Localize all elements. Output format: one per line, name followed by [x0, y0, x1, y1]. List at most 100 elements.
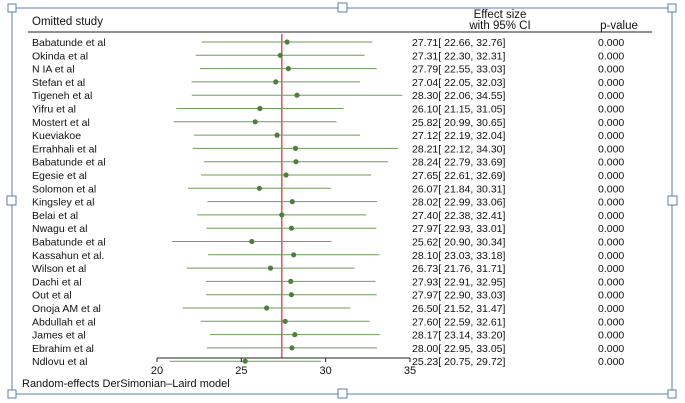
p-value: 0.000: [598, 197, 624, 209]
effect-size-value: 26.07[ 21.84, 30.31]: [412, 183, 505, 195]
effect-size-value: 27.71[ 22.66, 32.76]: [412, 37, 505, 49]
point-estimate: [288, 278, 294, 284]
study-label: Ndlovu et al: [32, 356, 87, 368]
study-row: Kueviakoe 27.12[ 22.19, 32.04] 0.000: [32, 130, 624, 142]
p-value: 0.000: [598, 143, 624, 155]
study-row: Kingsley et al 28.02[ 22.99, 33.06] 0.000: [32, 197, 624, 209]
effect-size-value: 28.24[ 22.79, 33.69]: [412, 157, 505, 169]
effect-size-value: 26.10[ 21.15, 31.05]: [412, 104, 505, 116]
effect-size-value: 25.62[ 20.90, 30.34]: [412, 237, 505, 249]
study-label: Out et al: [32, 290, 72, 302]
p-value: 0.000: [598, 130, 624, 142]
p-value: 0.000: [598, 237, 624, 249]
point-estimate: [282, 318, 288, 324]
point-estimate: [289, 345, 295, 351]
effect-size-value: 27.97[ 22.90, 33.03]: [412, 290, 505, 302]
study-row: Belai et al 27.40[ 22.38, 32.41] 0.000: [32, 210, 624, 222]
study-label: Babatunde et al: [32, 157, 106, 169]
study-rows: Babatunde et al 27.71[ 22.66, 32.76] 0.000…: [32, 37, 624, 368]
point-estimate: [264, 305, 270, 311]
x-tick-label: 20: [151, 365, 163, 377]
study-label: Onoja AM et al: [32, 303, 101, 315]
p-value: 0.000: [598, 290, 624, 302]
study-label: Dachi et al: [32, 276, 82, 288]
study-label: Kingsley et al: [32, 197, 94, 209]
x-tick-label: 35: [404, 365, 416, 377]
study-row: Tigeneh et al 28.30[ 22.06, 34.55] 0.000: [32, 90, 624, 102]
p-value: 0.000: [598, 104, 624, 116]
study-row: Babatunde et al 27.71[ 22.66, 32.76] 0.000: [32, 37, 624, 49]
study-row: Wilson et al 26.73[ 21.76, 31.71] 0.000: [32, 263, 624, 275]
effect-size-value: 27.12[ 22.19, 32.04]: [412, 130, 505, 142]
resize-handle-bottom[interactable]: [337, 388, 348, 399]
resize-handle-bottom-left[interactable]: [7, 389, 17, 399]
resize-handle-top[interactable]: [337, 2, 348, 13]
study-row: Ndlovu et al 25.23[ 20.75, 29.72] 0.000: [32, 356, 624, 368]
study-row: James et al 28.17[ 23.14, 33.20] 0.000: [32, 330, 624, 342]
p-value: 0.000: [598, 37, 624, 49]
p-value: 0.000: [598, 250, 624, 262]
study-row: Okinda et al 27.31[ 22.30, 32.31] 0.000: [32, 50, 624, 62]
resize-handle-top-right[interactable]: [667, 3, 677, 13]
study-label: Yifru et al: [32, 104, 76, 116]
x-tick-label: 25: [235, 365, 247, 377]
study-label: Babatunde et al: [32, 37, 106, 49]
x-tick-label: 30: [320, 365, 332, 377]
effect-size-value: 27.97[ 22.93, 33.01]: [412, 223, 505, 235]
p-value: 0.000: [598, 223, 624, 235]
p-value: 0.000: [598, 117, 624, 129]
study-label: Ebrahim et al: [32, 343, 94, 355]
point-estimate: [274, 132, 280, 138]
resize-handle-right[interactable]: [667, 195, 678, 206]
study-row: Solomon et al 26.07[ 21.84, 30.31] 0.000: [32, 183, 624, 195]
resize-handle-left[interactable]: [6, 195, 17, 206]
study-row: Onoja AM et al 26.50[ 21.52, 31.47] 0.000: [32, 303, 624, 315]
study-label: Abdullah et al: [32, 316, 96, 328]
study-label: Solomon et al: [32, 183, 96, 195]
point-estimate: [285, 66, 291, 72]
point-estimate: [284, 39, 290, 45]
study-row: N IA et al 27.79[ 22.55, 33.03] 0.000: [32, 64, 624, 76]
resize-handle-bottom-right[interactable]: [667, 389, 677, 399]
study-label: Kueviakoe: [32, 130, 81, 142]
study-row: Ebrahim et al 28.00[ 22.95, 33.05] 0.000: [32, 343, 624, 355]
p-value: 0.000: [598, 90, 624, 102]
p-value: 0.000: [598, 77, 624, 89]
study-row: Out et al 27.97[ 22.90, 33.03] 0.000: [32, 290, 624, 302]
study-row: Dachi et al 27.93[ 22.91, 32.95] 0.000: [32, 276, 624, 288]
study-label: Stefan et al: [32, 77, 85, 89]
point-estimate: [267, 265, 274, 271]
effect-size-value: 28.00[ 22.95, 33.05]: [412, 343, 505, 355]
point-estimate: [257, 105, 263, 112]
point-estimate: [252, 119, 258, 125]
point-estimate: [291, 252, 297, 258]
point-estimate: [283, 172, 289, 178]
effect-size-value: 25.82[ 20.99, 30.65]: [412, 117, 505, 129]
p-value: 0.000: [598, 157, 624, 169]
effect-size-value: 25.23[ 20.75, 29.72]: [412, 356, 505, 368]
study-label: Babatunde et al: [32, 237, 106, 249]
point-estimate: [293, 159, 299, 165]
effect-size-value: 28.30[ 22.06, 34.55]: [412, 90, 505, 102]
effect-size-value: 28.10[ 23.03, 33.18]: [412, 250, 505, 262]
model-footnote: Random-effects DerSimonian–Laird model: [22, 378, 230, 390]
header-study: Omitted study: [32, 16, 103, 28]
study-row: Mostert et al 25.82[ 20.99, 30.65] 0.000: [32, 117, 624, 129]
p-value: 0.000: [598, 64, 624, 76]
point-estimate: [294, 92, 300, 98]
point-estimate: [273, 79, 279, 85]
point-estimate: [288, 225, 295, 231]
resize-handle-top-left[interactable]: [7, 3, 17, 13]
point-estimate: [277, 52, 283, 58]
study-row: Nwagu et al 27.97[ 22.93, 33.01] 0.000: [32, 223, 624, 235]
study-row: Yifru et al 26.10[ 21.15, 31.05] 0.000: [32, 104, 624, 116]
x-axis: 20 25 30 35: [151, 357, 416, 377]
p-value: 0.000: [598, 343, 624, 355]
effect-size-value: 27.79[ 22.55, 33.03]: [412, 64, 505, 76]
study-row: Errahhali et al 28.21[ 22.12, 34.30] 0.000: [32, 143, 624, 155]
study-row: Abdullah et al 27.60[ 22.59, 32.61] 0.000: [32, 316, 624, 328]
point-estimate: [249, 238, 255, 245]
study-row: Babatunde et al 28.24[ 22.79, 33.69] 0.000: [32, 157, 624, 169]
study-label: Wilson et al: [32, 263, 86, 275]
p-value: 0.000: [598, 183, 624, 195]
